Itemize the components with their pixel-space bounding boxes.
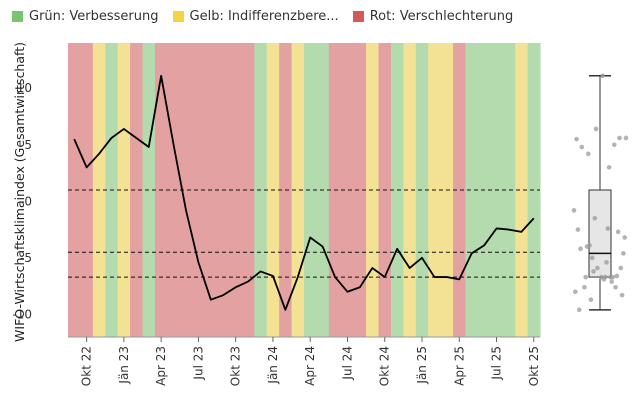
legend-swatch [12, 10, 23, 22]
band-red [353, 43, 367, 337]
boxplot-point [604, 260, 609, 265]
x-tick-label: Jän 25 [415, 346, 429, 385]
legend-label: Rot: Verschlechterung [369, 8, 514, 24]
band-green [142, 43, 156, 337]
band-green [527, 43, 541, 337]
boxplot-point [613, 284, 618, 290]
x-tick-label: Okt 24 [378, 346, 392, 386]
boxplot-point [600, 73, 605, 79]
boxplot-point [578, 246, 583, 252]
legend-label: Grün: Verbesserung [29, 8, 159, 24]
boxplot-point [595, 265, 600, 271]
y-axis: 10 5 0 -5 -10 [12, 81, 32, 321]
y-tick-label: -5 [20, 251, 32, 265]
x-tick-label: Jul 23 [191, 346, 205, 381]
boxplot-point [610, 274, 616, 280]
x-tick-label: Apr 23 [154, 346, 168, 386]
band-yellow [515, 43, 529, 337]
band-green [465, 43, 479, 337]
legend-item[interactable]: Rot: Verschlechterung [352, 8, 514, 24]
x-tick-label: Apr 24 [303, 346, 317, 386]
x-tick-label: Okt 22 [80, 346, 94, 386]
boxplot-point [589, 255, 595, 261]
boxplot-point [582, 284, 587, 290]
series-layer [73, 74, 535, 311]
x-tick-label: Okt 25 [527, 346, 541, 386]
x-tick-label: Apr 25 [452, 346, 466, 386]
y-tick-label: -10 [12, 307, 32, 321]
legend: Grün: Verbesserung Gelb: Indifferenzbere.… [12, 6, 527, 26]
x-tick-label: Jul 24 [340, 346, 354, 381]
band-red [80, 43, 94, 337]
boxplot-point [601, 277, 607, 282]
boxplot-point [583, 274, 588, 280]
boxplot-point [588, 297, 594, 302]
band-red [241, 43, 255, 337]
band-red [130, 43, 144, 337]
boxplot-point [606, 165, 612, 170]
boxplot-point [609, 279, 614, 284]
boxplot-point [618, 265, 624, 271]
legend-swatch [352, 10, 364, 22]
x-tick-label: Jul 25 [490, 346, 504, 381]
band-green [304, 43, 318, 337]
x-axis: Okt 22 Jän 23 Apr 23 Jul 23 Okt 23 Jän 24 Apr … [68, 336, 541, 386]
y-tick-label: 0 [24, 194, 32, 208]
boxplot-point [586, 151, 591, 157]
boxplot-point [587, 243, 592, 248]
boxplot-point [573, 289, 578, 295]
boxplot-point [614, 273, 620, 279]
boxplot-point [576, 307, 582, 313]
legend-item[interactable]: Gelb: Indifferenzbere... [172, 8, 339, 24]
boxplot-point [622, 235, 627, 240]
boxplot-point [593, 126, 599, 132]
boxplot-point [571, 208, 577, 213]
y-axis-title: WIFO-Wirtschaftsklimaindex (Gesamtwirtsc… [12, 42, 27, 342]
boxplot-point [592, 215, 598, 221]
boxplot-point [579, 144, 585, 150]
boxplot-point [615, 229, 621, 235]
boxplot-point [574, 136, 579, 142]
legend-item[interactable]: Grün: Verbesserung [12, 9, 159, 24]
band-red [68, 43, 82, 337]
band-red [179, 43, 193, 337]
boxplot-point [619, 292, 625, 298]
series-line[interactable] [73, 74, 535, 311]
boxplot-point [605, 226, 611, 231]
band-red [229, 43, 243, 337]
boxplot-point [623, 135, 629, 141]
y-tick-label: 5 [24, 138, 32, 152]
boxplot [571, 73, 629, 313]
band-red [453, 43, 467, 337]
boxplot-point [617, 135, 622, 141]
band-red [192, 43, 206, 337]
boxplot-point [575, 227, 581, 232]
x-tick-label: Jän 24 [266, 346, 280, 385]
boxplot-point [612, 142, 617, 148]
boxplot-point [621, 251, 626, 256]
legend-swatch [172, 10, 184, 22]
x-tick-label: Jän 23 [117, 346, 131, 385]
legend-label: Gelb: Indifferenzbere... [189, 8, 339, 24]
boxplot-point [591, 269, 596, 274]
y-tick-label: 10 [17, 81, 32, 95]
band-red [341, 43, 355, 337]
x-tick-label: Okt 23 [229, 346, 243, 386]
